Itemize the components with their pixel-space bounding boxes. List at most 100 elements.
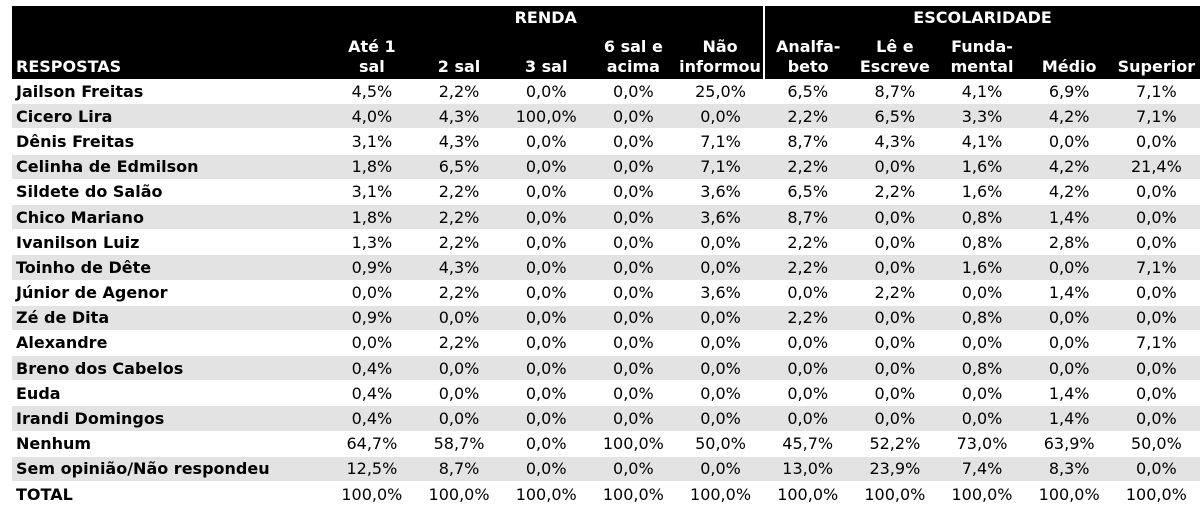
cell-value: 1,4% xyxy=(1025,204,1113,231)
cell-value: 0,0% xyxy=(502,179,590,205)
cell-value: 1,4% xyxy=(1025,405,1113,432)
cell-value: 8,3% xyxy=(1025,456,1113,483)
cell-value: 0,0% xyxy=(1112,405,1200,432)
cell-value: 0,0% xyxy=(851,355,939,382)
column-header-line: Não xyxy=(702,37,738,56)
table-row: Dênis Freitas 3,1% 4,3% 0,0% 0,0% 7,1% 8,7% 4,3… xyxy=(12,128,1200,155)
cell-value: 0,0% xyxy=(589,229,677,256)
cell-value: 4,3% xyxy=(415,254,503,281)
column-header-line: acima xyxy=(606,57,660,76)
cell-value: 3,6% xyxy=(676,179,765,205)
cell-value: 4,3% xyxy=(851,128,939,155)
cell-value: 0,0% xyxy=(764,280,852,306)
cell-value: 0,0% xyxy=(764,380,852,407)
column-header-line: sal xyxy=(358,57,385,76)
cell-value: 100,0% xyxy=(328,481,416,508)
cell-value: 2,2% xyxy=(764,154,852,180)
cell-value: 2,2% xyxy=(764,229,852,256)
row-label: Toinho de Dête xyxy=(12,254,329,281)
cell-value: 0,0% xyxy=(764,330,852,357)
cell-value: 4,2% xyxy=(1025,103,1113,130)
cell-value: 6,5% xyxy=(764,79,852,105)
table-row: Chico Mariano 1,8% 2,2% 0,0% 0,0% 3,6% 8,7% 0,0… xyxy=(12,204,1200,231)
row-label: Sildete do Salão xyxy=(12,179,329,205)
cell-value: 4,0% xyxy=(328,103,416,130)
cell-value: 0,0% xyxy=(1112,456,1200,483)
cell-value: 0,0% xyxy=(851,305,939,331)
cell-value: 2,2% xyxy=(415,229,503,256)
cell-value: 2,2% xyxy=(764,103,852,130)
cell-value: 6,5% xyxy=(764,179,852,205)
cell-value: 25,0% xyxy=(676,79,765,105)
cell-value: 0,0% xyxy=(502,456,590,483)
cell-value: 0,0% xyxy=(938,405,1026,432)
column-header: 6 sal e acima xyxy=(589,29,677,79)
cell-value: 0,0% xyxy=(764,355,852,382)
row-label: Júnior de Agenor xyxy=(12,280,329,306)
cell-value: 3,1% xyxy=(328,179,416,205)
cell-value: 0,0% xyxy=(502,128,590,155)
cell-value: 63,9% xyxy=(1025,431,1113,457)
cell-value: 6,5% xyxy=(851,103,939,130)
column-header-line: Funda- xyxy=(951,37,1013,56)
table-row: TOTAL 100,0% 100,0% 100,0% 100,0% 100,0% 100,0… xyxy=(12,481,1200,508)
cell-value: 0,0% xyxy=(589,280,677,306)
column-header-line xyxy=(503,37,590,57)
cell-value: 7,1% xyxy=(676,128,765,155)
cell-value: 12,5% xyxy=(328,456,416,483)
cell-value: 0,0% xyxy=(1025,355,1113,382)
cell-value: 8,7% xyxy=(851,79,939,105)
row-label: Sem opinião/Não respondeu xyxy=(12,456,329,483)
table-row: Sildete do Salão 3,1% 2,2% 0,0% 0,0% 3,6% 6,5%… xyxy=(12,179,1200,205)
row-label: Zé de Dita xyxy=(12,305,329,331)
cell-value: 3,6% xyxy=(676,280,765,306)
cell-value: 0,0% xyxy=(502,355,590,382)
cell-value: 0,0% xyxy=(589,405,677,432)
cell-value: 0,0% xyxy=(676,380,765,407)
cell-value: 100,0% xyxy=(851,481,939,508)
column-header: Funda-mental xyxy=(938,29,1026,79)
cell-value: 0,0% xyxy=(589,103,677,130)
cell-value: 0,4% xyxy=(328,355,416,382)
column-header-line: Médio xyxy=(1041,57,1097,76)
cell-value: 3,1% xyxy=(328,128,416,155)
cell-value: 4,1% xyxy=(938,79,1026,105)
cell-value: 1,8% xyxy=(328,204,416,231)
column-header: 3 sal xyxy=(502,29,590,79)
row-label: Dênis Freitas xyxy=(12,128,329,155)
cell-value: 100,0% xyxy=(415,481,503,508)
cell-value: 0,0% xyxy=(851,154,939,180)
cell-value: 0,0% xyxy=(1025,305,1113,331)
cell-value: 0,0% xyxy=(1112,380,1200,407)
cell-value: 4,3% xyxy=(415,103,503,130)
cell-value: 0,0% xyxy=(676,355,765,382)
cell-value: 0,0% xyxy=(415,355,503,382)
cell-value: 0,0% xyxy=(938,280,1026,306)
cell-value: 0,0% xyxy=(415,305,503,331)
cell-value: 4,2% xyxy=(1025,179,1113,205)
cell-value: 23,9% xyxy=(851,456,939,483)
table-row: Irandi Domingos 0,4% 0,0% 0,0% 0,0% 0,0% 0,0% 0… xyxy=(12,405,1200,432)
row-label: Alexandre xyxy=(12,330,329,357)
cell-value: 8,7% xyxy=(415,456,503,483)
cell-value: 8,7% xyxy=(764,128,852,155)
cell-value: 100,0% xyxy=(676,481,765,508)
cell-value: 1,4% xyxy=(1025,280,1113,306)
cell-value: 0,0% xyxy=(676,405,765,432)
cell-value: 0,0% xyxy=(502,405,590,432)
cell-value: 1,8% xyxy=(328,154,416,180)
cell-value: 0,0% xyxy=(1112,229,1200,256)
column-header-line: Até 1 xyxy=(348,37,396,56)
cell-value: 50,0% xyxy=(1112,431,1200,457)
cell-value: 0,0% xyxy=(1025,330,1113,357)
cell-value: 0,0% xyxy=(1112,280,1200,306)
cell-value: 4,1% xyxy=(938,128,1026,155)
cell-value: 0,0% xyxy=(502,280,590,306)
cell-value: 0,0% xyxy=(589,179,677,205)
cell-value: 0,0% xyxy=(502,229,590,256)
cell-value: 0,0% xyxy=(589,456,677,483)
cell-value: 13,0% xyxy=(764,456,852,483)
cell-value: 3,3% xyxy=(938,103,1026,130)
column-header-line: informou xyxy=(679,57,761,76)
cell-value: 0,0% xyxy=(502,330,590,357)
